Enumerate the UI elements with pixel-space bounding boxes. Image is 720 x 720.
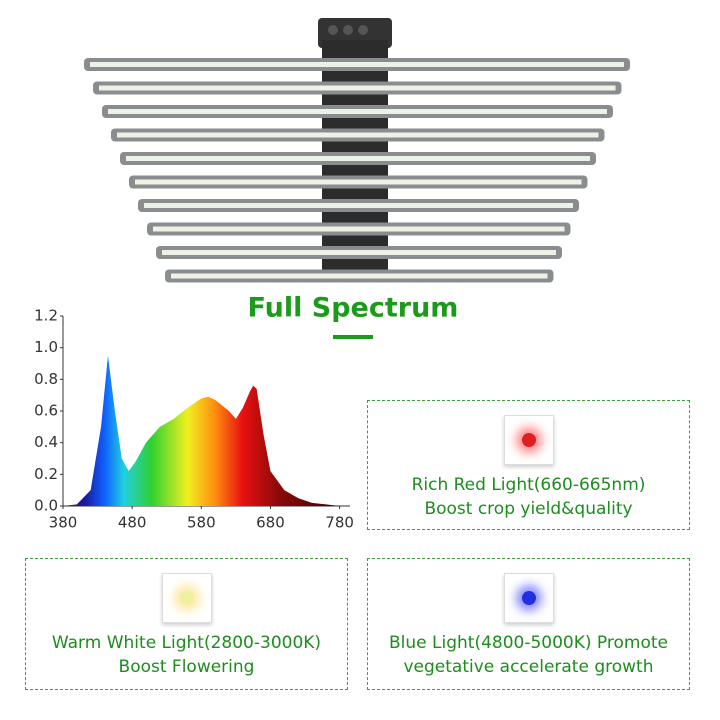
y-tick-label: 1.0	[34, 338, 58, 356]
led-strip	[162, 250, 556, 255]
card-text: vegetative accelerate growth	[403, 657, 654, 677]
y-tick-label: 0.2	[34, 465, 58, 483]
led-strip	[99, 85, 616, 91]
x-tick-label: 580	[187, 514, 216, 532]
card: Blue Light(4800-5000K) Promote vegetativ…	[367, 558, 690, 690]
led-strip	[108, 109, 607, 114]
led-strip	[126, 156, 590, 161]
card: Warm White Light(2800-3000K) Boost Flowe…	[25, 558, 348, 690]
card-title: Blue Light(4800-5000K) Promote	[389, 633, 668, 653]
card-title: Warm White Light(2800-3000K)	[51, 633, 322, 653]
title-underline	[333, 335, 373, 339]
title: Full Spectrum	[248, 293, 459, 324]
x-tick-label: 380	[49, 514, 78, 532]
led-strip	[153, 226, 565, 232]
spectrum-area	[63, 355, 340, 506]
y-tick-label: 1.2	[34, 307, 58, 325]
card: Rich Red Light(660-665nm) Boost crop yie…	[367, 400, 690, 530]
card-title: Rich Red Light(660-665nm)	[411, 475, 646, 495]
led-strip	[90, 62, 624, 67]
led-strip	[117, 132, 599, 138]
x-tick-label: 680	[256, 514, 285, 532]
x-tick-label: 780	[325, 514, 354, 532]
card-text: Boost crop yield&quality	[424, 499, 633, 519]
y-tick-label: 0.6	[34, 402, 58, 420]
led-strip	[144, 203, 573, 208]
y-tick-label: 0.0	[34, 497, 58, 515]
y-tick-label: 0.4	[34, 433, 58, 451]
card-text: Boost Flowering	[118, 657, 255, 677]
y-tick-label: 0.8	[34, 370, 58, 388]
led-strip	[135, 179, 582, 185]
led-strip	[171, 273, 548, 279]
product-image	[84, 18, 630, 283]
x-tick-label: 480	[118, 514, 147, 532]
